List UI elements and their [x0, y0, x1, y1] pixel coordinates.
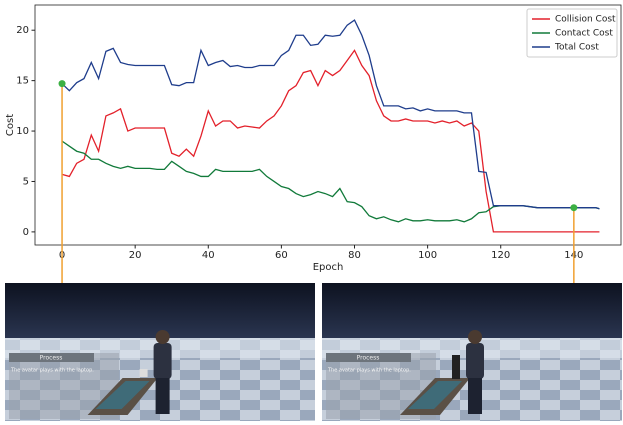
avatar-head — [468, 330, 482, 344]
avatar-legs — [468, 378, 482, 414]
y-axis-label: Cost — [5, 114, 16, 136]
panel-text: The avatar plays with the laptop. — [10, 368, 94, 374]
image-panel: Process The avatar plays with the laptop. — [322, 283, 622, 421]
y-tick-label: 0 — [23, 227, 29, 238]
avatar-body — [153, 343, 172, 379]
legend-box — [526, 8, 618, 58]
y-tick-label: 15 — [16, 76, 29, 87]
laptop — [452, 355, 460, 379]
x-tick-label: 100 — [418, 250, 437, 261]
sky — [322, 283, 622, 338]
x-tick-label: 20 — [129, 250, 142, 261]
x-tick-label: 80 — [348, 250, 361, 261]
legend-label: Collision Cost — [555, 15, 616, 25]
y-tick-label: 20 — [16, 25, 29, 36]
x-tick-label: 60 — [275, 250, 288, 261]
laptop — [139, 369, 148, 377]
series-line — [61, 19, 600, 210]
panel-caption: Process — [40, 355, 63, 362]
legend-label: Contact Cost — [555, 29, 613, 39]
x-axis-label: Epoch — [313, 262, 344, 273]
avatar-head — [155, 330, 170, 344]
caption-bar — [326, 353, 411, 362]
series-line — [61, 140, 600, 223]
table-cloth — [95, 381, 150, 409]
sky — [5, 283, 315, 338]
table-cloth — [408, 381, 462, 409]
image-panel: Process The avatar plays with the laptop. — [5, 283, 315, 421]
avatar-body — [466, 343, 484, 379]
y-tick-label: 10 — [16, 126, 29, 137]
plot-frame — [34, 4, 622, 246]
series-line — [61, 49, 600, 233]
caption-bar — [9, 353, 94, 362]
highlight-marker — [570, 204, 578, 212]
x-tick-label: 40 — [202, 250, 215, 261]
panel-text: The avatar plays with the laptop. — [327, 368, 411, 374]
x-tick-label: 120 — [491, 250, 510, 261]
y-tick-label: 5 — [23, 176, 29, 187]
avatar-legs — [155, 378, 170, 414]
panel-caption: Process — [357, 355, 380, 362]
highlight-marker — [58, 80, 66, 88]
legend-label: Total Cost — [554, 43, 599, 53]
